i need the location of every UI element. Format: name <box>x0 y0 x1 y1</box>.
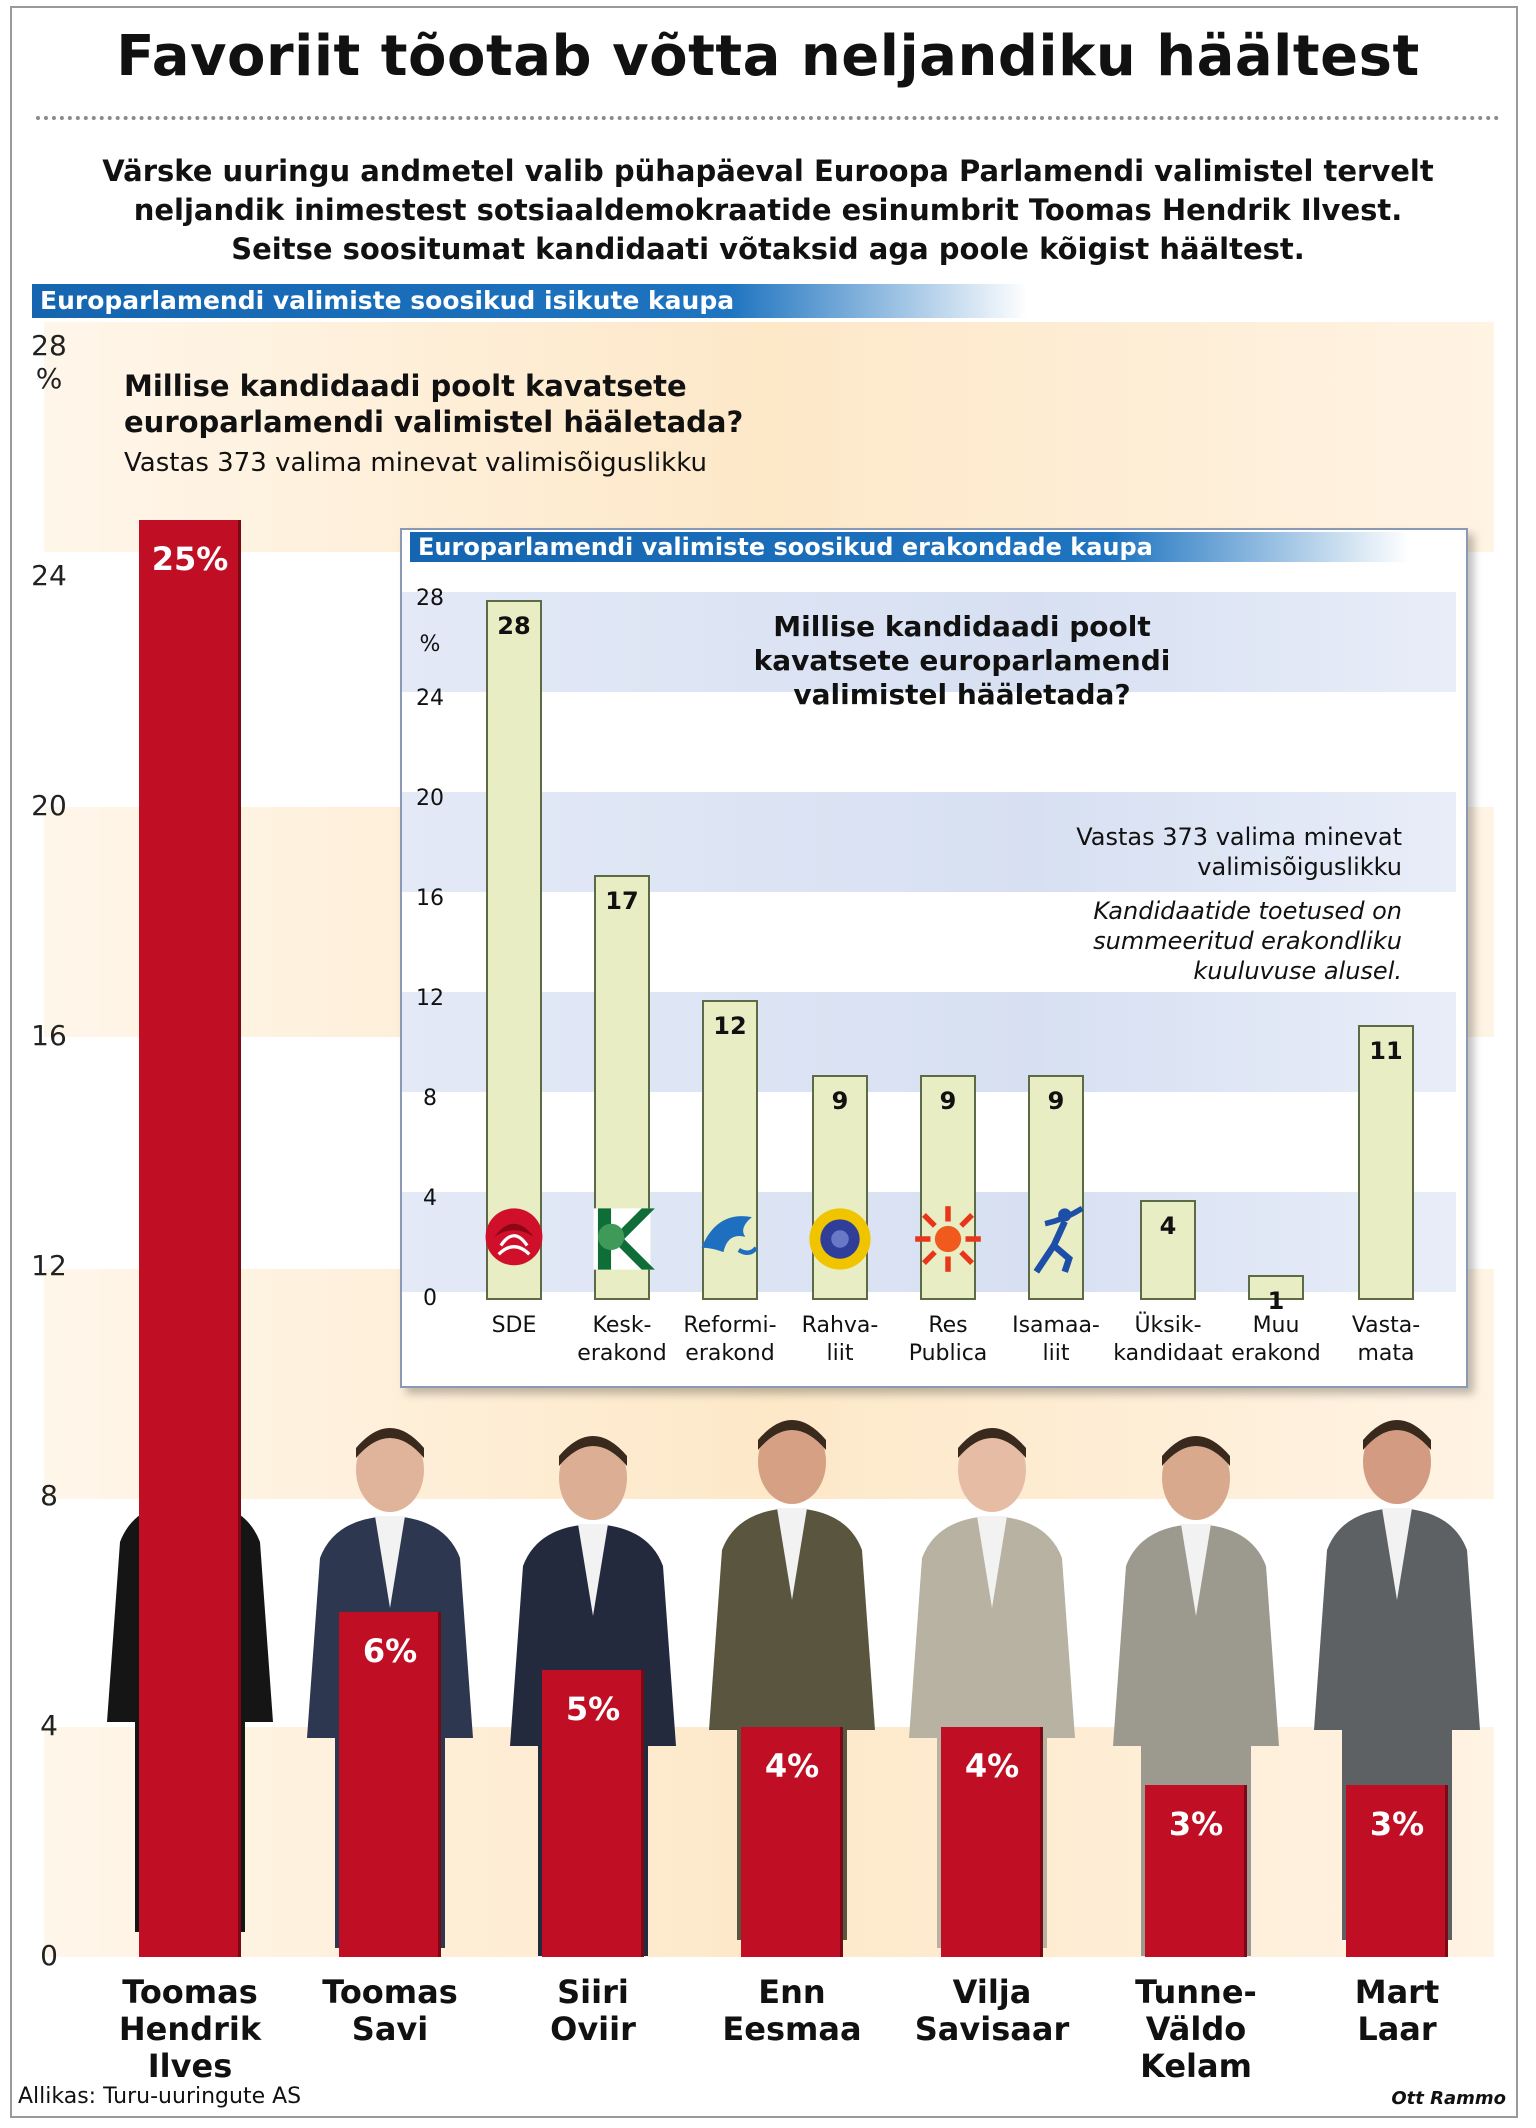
main-chart-title: Millise kandidaadi poolt kavatsete europ… <box>124 369 744 439</box>
party-bar-value: 9 <box>939 1087 957 1115</box>
party-category-label: Muu erakond <box>1231 1313 1321 1366</box>
candidate-bar <box>1346 1784 1448 1957</box>
candidate-bar <box>741 1727 843 1957</box>
candidate-name: Toomas Hendrik Ilves <box>118 1973 262 2085</box>
bar-value-label: 5% <box>565 1689 621 1728</box>
candidate-name: Enn Eesmaa <box>722 1973 862 2048</box>
party-category-label: SDE <box>491 1313 537 1338</box>
party-category-label: Rahva-liit <box>801 1313 879 1366</box>
party-category-label: Isamaa-liit <box>1012 1313 1100 1366</box>
y-tick-label: 28 <box>31 329 67 362</box>
reform-squirrel-logo-icon <box>701 1216 758 1255</box>
inset-chart-panel: Europarlamendi valimiste soosikud erakon… <box>400 528 1468 1388</box>
inset-chart-title: Millise kandidaadi poolt kavatsete europ… <box>753 610 1171 711</box>
party-bar <box>1358 1025 1414 1300</box>
y-tick-label: 20 <box>31 789 67 822</box>
party-category-label: Vasta-mata <box>1351 1313 1421 1366</box>
inset-y-tick-label: 12 <box>416 986 444 1011</box>
bar-value-label: 3% <box>1369 1804 1425 1843</box>
party-bar-value: 11 <box>1369 1037 1403 1065</box>
bar-value-label: 6% <box>362 1632 418 1670</box>
party-bar-value: 12 <box>713 1012 747 1040</box>
rose-logo-icon <box>485 1208 543 1266</box>
y-tick-label: 12 <box>31 1249 67 1282</box>
inset-note-method: Kandidaatide toetused on summeeritud era… <box>1093 897 1402 985</box>
inset-grid-band <box>402 592 1456 692</box>
party-bar-value: 28 <box>497 612 531 640</box>
party-bar <box>1248 1275 1304 1300</box>
inset-grid-band <box>402 792 1456 892</box>
party-bar <box>702 1000 758 1300</box>
page-frame <box>10 6 1518 2118</box>
main-chart-heading: Europarlamendi valimiste soosikud isikut… <box>32 284 1028 318</box>
party-category-label: Üksik-kandidaat <box>1113 1313 1223 1366</box>
bar-value-label: 4% <box>964 1747 1020 1785</box>
bar-value-label: 25% <box>151 539 229 578</box>
y-tick-label: 8 <box>40 1479 58 1512</box>
inset-y-tick-label: 20 <box>416 786 444 811</box>
candidate-bar <box>139 519 241 1957</box>
party-bar-value: 9 <box>831 1087 849 1115</box>
y-axis-unit: % <box>35 362 63 395</box>
party-bar <box>1140 1200 1196 1300</box>
inset-y-tick-label: 24 <box>416 686 444 711</box>
intro-text: Värske uuringu andmetel valib pühapäeval… <box>102 154 1434 266</box>
main-title: Favoriit tõotab võtta neljandiku häältes… <box>116 24 1420 89</box>
keskerakond-logo-icon <box>593 1208 655 1270</box>
candidate-name: Tunne- Väldo Kelam <box>1135 1973 1257 2085</box>
isamaaliit-figure-logo-icon <box>1033 1206 1084 1274</box>
candidate-bar <box>339 1612 441 1957</box>
inset-y-axis-unit: % <box>419 632 441 657</box>
party-bar-value: 17 <box>605 887 639 915</box>
rahvaliit-sun-logo-icon <box>809 1208 871 1270</box>
candidate-name: Toomas Savi <box>322 1973 458 2048</box>
party-category-label: Res Publica <box>908 1313 988 1366</box>
inset-y-tick-label: 16 <box>416 886 444 911</box>
party-category-label: Kesk-erakond <box>577 1313 667 1366</box>
respublica-sun-logo-icon <box>915 1206 981 1272</box>
source-credit: Allikas: Turu-uuringute AS <box>18 2084 302 2109</box>
y-tick-label: 24 <box>31 559 67 592</box>
main-chart-subtitle: Vastas 373 valima minevat valimisõigusli… <box>124 448 707 478</box>
candidate-bar <box>1145 1784 1247 1957</box>
inset-y-tick-label: 0 <box>423 1286 437 1311</box>
y-tick-label: 16 <box>31 1019 67 1052</box>
party-bar-value: 1 <box>1267 1287 1285 1315</box>
bar-value-label: 4% <box>764 1747 820 1785</box>
party-bar-value: 4 <box>1159 1212 1177 1240</box>
party-bar <box>486 600 542 1300</box>
y-tick-label: 4 <box>40 1709 58 1742</box>
candidate-bar <box>941 1727 1043 1957</box>
party-bar-value: 9 <box>1047 1087 1065 1115</box>
inset-y-tick-label: 28 <box>416 586 444 611</box>
inset-y-tick-label: 8 <box>423 1086 437 1111</box>
candidate-name: Siiri Oviir <box>550 1973 636 2048</box>
bar-value-label: 3% <box>1168 1804 1224 1843</box>
author-credit: Ott Rammo <box>1391 2088 1506 2109</box>
party-category-label: Reformi-erakond <box>683 1313 777 1366</box>
candidate-name: Mart Laar <box>1354 1973 1440 2048</box>
party-bar <box>1028 1075 1084 1300</box>
dotted-divider <box>36 116 1500 120</box>
y-tick-label: 0 <box>40 1939 58 1972</box>
inset-chart-heading: Europarlamendi valimiste soosikud erakon… <box>410 532 1410 562</box>
inset-note-respondents: Vastas 373 valima minevat valimisõigusli… <box>1076 823 1402 881</box>
inset-y-tick-label: 4 <box>423 1186 437 1211</box>
candidate-bar <box>542 1669 644 1957</box>
candidate-name: Vilja Savisaar <box>914 1973 1070 2048</box>
grid-band <box>44 322 1494 552</box>
